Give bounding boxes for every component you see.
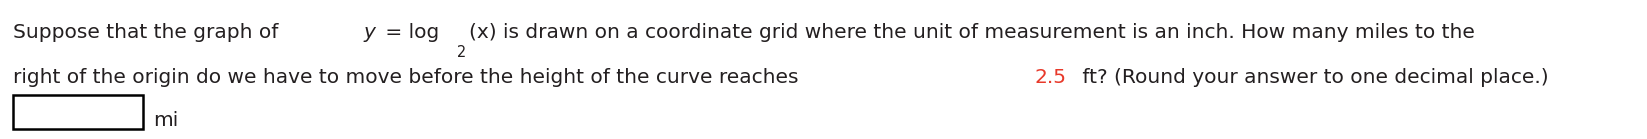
Bar [13, 95, 143, 129]
Text: right of the origin do we have to move before the height of the curve reaches: right of the origin do we have to move b… [13, 68, 805, 87]
Text: 2.5: 2.5 [1034, 68, 1067, 87]
Text: 2: 2 [456, 45, 466, 60]
Text: y: y [364, 23, 376, 42]
Text: mi: mi [153, 111, 178, 131]
Text: = log: = log [379, 23, 440, 42]
Text: Suppose that the graph of: Suppose that the graph of [13, 23, 285, 42]
Text: (x) is drawn on a coordinate grid where the unit of measurement is an inch. How : (x) is drawn on a coordinate grid where … [469, 23, 1474, 42]
Text: ft? (Round your answer to one decimal place.): ft? (Round your answer to one decimal pl… [1075, 68, 1548, 87]
